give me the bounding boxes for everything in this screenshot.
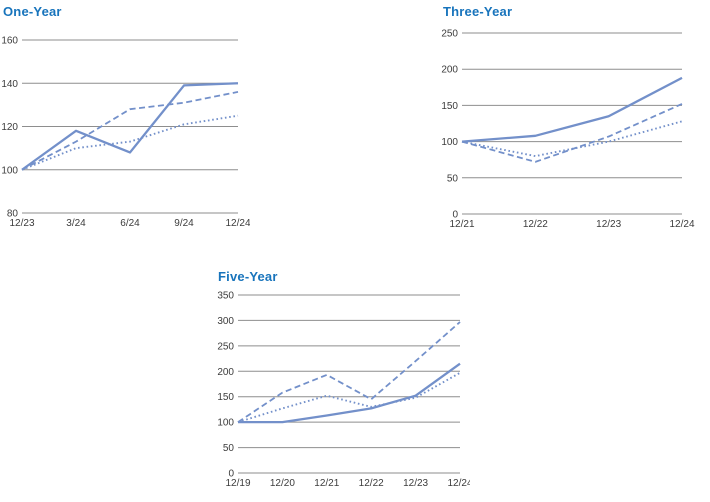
x-tick-label: 12/23: [403, 478, 428, 489]
y-tick-label: 250: [441, 29, 458, 40]
y-tick-label: 100: [1, 165, 18, 176]
y-tick-label: 300: [217, 316, 234, 327]
x-tick-label: 12/19: [225, 478, 250, 489]
five-year-chart-title: Five-Year: [218, 269, 278, 284]
x-tick-label: 12/24: [669, 219, 694, 230]
series-line-solid: [238, 362, 461, 424]
y-tick-label: 200: [217, 367, 234, 378]
y-tick-label: 150: [441, 101, 458, 112]
y-tick-label: 150: [217, 392, 234, 403]
x-tick-label: 12/21: [449, 219, 474, 230]
x-tick-label: 6/24: [120, 218, 140, 229]
y-tick-label: 100: [441, 137, 458, 148]
y-tick-label: 0: [228, 469, 234, 480]
three-year-plot: 0 50 100 150 200 250 12/21 12/22 12/23 12/24: [441, 29, 695, 231]
series-line-dashed: [237, 321, 461, 423]
three-year-chart-title: Three-Year: [443, 4, 513, 19]
series-line-dotted: [237, 371, 461, 424]
y-tick-label: 350: [217, 291, 234, 302]
five-year-chart: Five-Year 0 50 100 150 200 250 300 350 12/19 12/2…: [215, 265, 470, 501]
x-tick-label: 12/21: [314, 478, 339, 489]
three-year-chart: Three-Year 0 50 100 150 200 250 12/21 12/22 12/2…: [440, 0, 710, 245]
one-year-chart: One-Year 80 100 120 140 160 12/23 3/24 6/24 9/24…: [0, 0, 250, 245]
x-tick-label: 12/23: [9, 218, 34, 229]
x-tick-label: 3/24: [66, 218, 86, 229]
y-tick-label: 250: [217, 341, 234, 352]
y-tick-label: 120: [1, 122, 18, 133]
x-tick-label: 12/20: [270, 478, 295, 489]
series-line-dotted: [461, 120, 683, 158]
x-tick-label: 12/22: [359, 478, 384, 489]
y-tick-label: 80: [7, 209, 19, 220]
one-year-plot: 80 100 120 140 160 12/23 3/24 6/24 9/24 12/24: [1, 36, 250, 230]
y-tick-label: 200: [441, 65, 458, 76]
x-tick-label: 12/23: [596, 219, 621, 230]
x-tick-label: 12/22: [523, 219, 548, 230]
five-year-plot: 0 50 100 150 200 250 300 350 12/19 12/20 12/21 12/2…: [217, 291, 470, 490]
series-line-solid: [21, 82, 239, 171]
y-tick-label: 0: [452, 210, 458, 221]
one-year-chart-title: One-Year: [3, 4, 62, 19]
series-line-dotted: [21, 114, 239, 171]
y-tick-label: 140: [1, 79, 18, 90]
x-tick-label: 12/24: [225, 218, 250, 229]
series-line-dashed: [21, 91, 239, 171]
y-tick-label: 50: [447, 173, 459, 184]
y-tick-label: 160: [1, 36, 18, 47]
series-line-solid: [461, 76, 683, 143]
series-line-dashed: [461, 103, 683, 163]
x-tick-label: 9/24: [174, 218, 194, 229]
y-tick-label: 100: [217, 418, 234, 429]
x-tick-label: 12/24: [447, 478, 470, 489]
y-tick-label: 50: [223, 443, 235, 454]
